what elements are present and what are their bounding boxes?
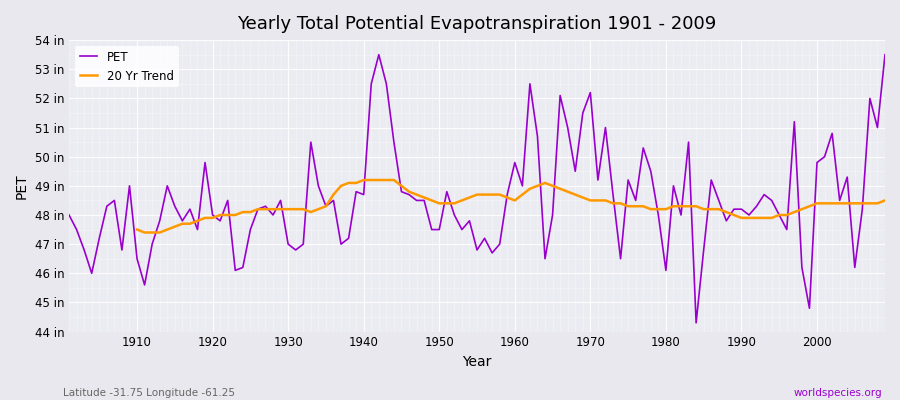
20 Yr Trend (140, 230, 150, 235)
PET (374, 52, 384, 57)
20 Yr Trend (313, 207, 324, 212)
X-axis label: Year: Year (463, 355, 491, 369)
20 Yr Trend (834, 201, 845, 206)
PET (291, 248, 302, 252)
20 Yr Trend (532, 184, 543, 188)
PET (608, 192, 618, 197)
20 Yr Trend (592, 198, 603, 203)
PET (509, 160, 520, 165)
Legend: PET, 20 Yr Trend: PET, 20 Yr Trend (75, 46, 178, 87)
20 Yr Trend (358, 178, 369, 182)
20 Yr Trend (283, 207, 293, 212)
PET (124, 184, 135, 188)
Text: Latitude -31.75 Longitude -61.25: Latitude -31.75 Longitude -61.25 (63, 388, 235, 398)
20 Yr Trend (879, 198, 890, 203)
PET (690, 320, 701, 325)
PET (517, 184, 527, 188)
20 Yr Trend (131, 227, 142, 232)
PET (879, 52, 890, 57)
Line: 20 Yr Trend: 20 Yr Trend (137, 180, 885, 232)
20 Yr Trend (857, 201, 868, 206)
PET (64, 212, 75, 217)
Line: PET: PET (69, 55, 885, 323)
Y-axis label: PET: PET (15, 173, 29, 199)
Title: Yearly Total Potential Evapotranspiration 1901 - 2009: Yearly Total Potential Evapotranspiratio… (238, 15, 716, 33)
PET (336, 242, 346, 246)
Text: worldspecies.org: worldspecies.org (794, 388, 882, 398)
